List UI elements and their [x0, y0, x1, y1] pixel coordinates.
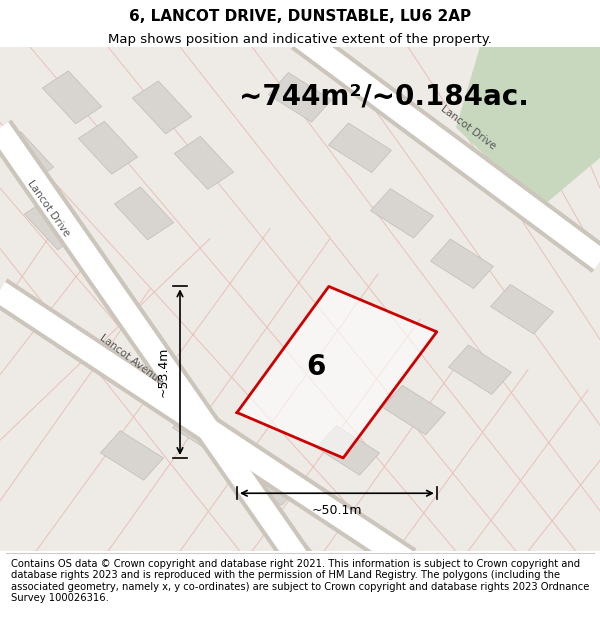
Polygon shape	[43, 71, 101, 124]
Text: 6: 6	[306, 353, 325, 381]
Polygon shape	[317, 426, 379, 475]
Text: Lancot Drive: Lancot Drive	[439, 104, 497, 151]
Polygon shape	[237, 286, 437, 458]
Text: 6, LANCOT DRIVE, DUNSTABLE, LU6 2AP: 6, LANCOT DRIVE, DUNSTABLE, LU6 2AP	[129, 9, 471, 24]
Polygon shape	[239, 456, 301, 506]
Polygon shape	[449, 345, 511, 394]
Polygon shape	[25, 197, 83, 250]
Polygon shape	[79, 121, 137, 174]
Polygon shape	[175, 136, 233, 189]
Polygon shape	[431, 239, 493, 289]
Polygon shape	[456, 47, 600, 208]
Polygon shape	[329, 123, 391, 172]
Text: ~53.4m: ~53.4m	[156, 347, 169, 398]
Text: ~744m²/~0.184ac.: ~744m²/~0.184ac.	[239, 82, 529, 110]
Polygon shape	[115, 187, 173, 240]
Text: Lancot Avenue: Lancot Avenue	[98, 332, 166, 387]
Polygon shape	[269, 72, 331, 122]
Polygon shape	[371, 189, 433, 238]
Text: ~50.1m: ~50.1m	[311, 504, 362, 518]
Polygon shape	[133, 81, 191, 134]
Polygon shape	[173, 406, 235, 455]
Polygon shape	[101, 431, 163, 480]
Polygon shape	[0, 131, 53, 184]
Text: Contains OS data © Crown copyright and database right 2021. This information is : Contains OS data © Crown copyright and d…	[11, 559, 589, 603]
Polygon shape	[491, 284, 553, 334]
Polygon shape	[383, 385, 445, 435]
Text: Lancot Drive: Lancot Drive	[25, 178, 71, 238]
Text: Map shows position and indicative extent of the property.: Map shows position and indicative extent…	[108, 32, 492, 46]
